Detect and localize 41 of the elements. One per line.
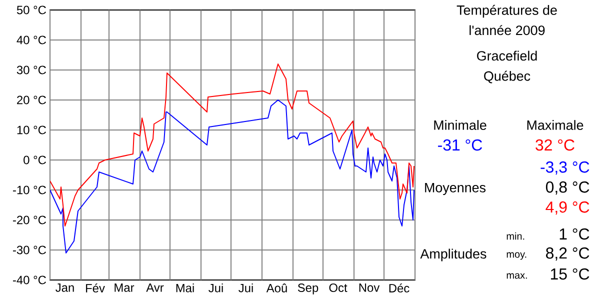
text: Moyennes: [425, 182, 486, 196]
x-tick-label: Avr: [146, 284, 164, 292]
y-tick-label: 40 °C: [16, 36, 46, 44]
x-tick-label: Mai: [176, 284, 194, 292]
y-tick-label: -10 °C: [13, 186, 46, 194]
x-tick-label: Fév: [86, 284, 105, 292]
text: 15 °C: [550, 268, 590, 280]
x-tick-label: Déc: [389, 284, 410, 292]
x-tick-label: Jan: [56, 284, 74, 292]
text: 1 °C: [560, 228, 590, 240]
text: 4,9 °C: [546, 201, 590, 215]
line-series: [50, 100, 415, 254]
y-tick-label: 10 °C: [17, 126, 46, 134]
text: 32 °C: [536, 139, 574, 151]
x-tick-label: Sep: [298, 284, 318, 294]
y-tick-label: -20 °C: [13, 216, 46, 224]
y-tick-label: 20 °C: [17, 96, 46, 104]
text: Amplitudes: [420, 248, 486, 262]
text: Températures de l'année 2009: [456, 4, 557, 36]
text: -31 °C: [438, 139, 482, 151]
text: 8,2 °C: [546, 247, 590, 261]
x-tick-label: Mar: [114, 284, 134, 292]
x-tick-label: Nov: [359, 284, 380, 292]
x-tick-label: Oct: [329, 284, 348, 292]
text: Maximale: [527, 120, 584, 130]
text: 0,8 °C: [546, 181, 590, 195]
x-tick-label: Aoû: [266, 284, 287, 292]
y-tick-label: 50 °C: [16, 6, 46, 14]
y-tick-label: 30 °C: [16, 66, 46, 74]
y-tick-label: -40 °C: [13, 276, 46, 284]
text: Minimale: [434, 120, 486, 130]
y-tick-label: 0 °C: [24, 156, 46, 164]
text: Gracefield Québec: [477, 50, 537, 84]
text: -3,3 °C: [540, 161, 590, 175]
y-tick-label: -30 °C: [13, 246, 46, 254]
text: moy.: [506, 252, 526, 260]
line-series: [50, 64, 415, 226]
x-tick-label: Jui: [238, 284, 253, 292]
text: min.: [506, 232, 524, 240]
x-tick-label: Jui: [208, 284, 223, 292]
text: max.: [506, 273, 527, 279]
